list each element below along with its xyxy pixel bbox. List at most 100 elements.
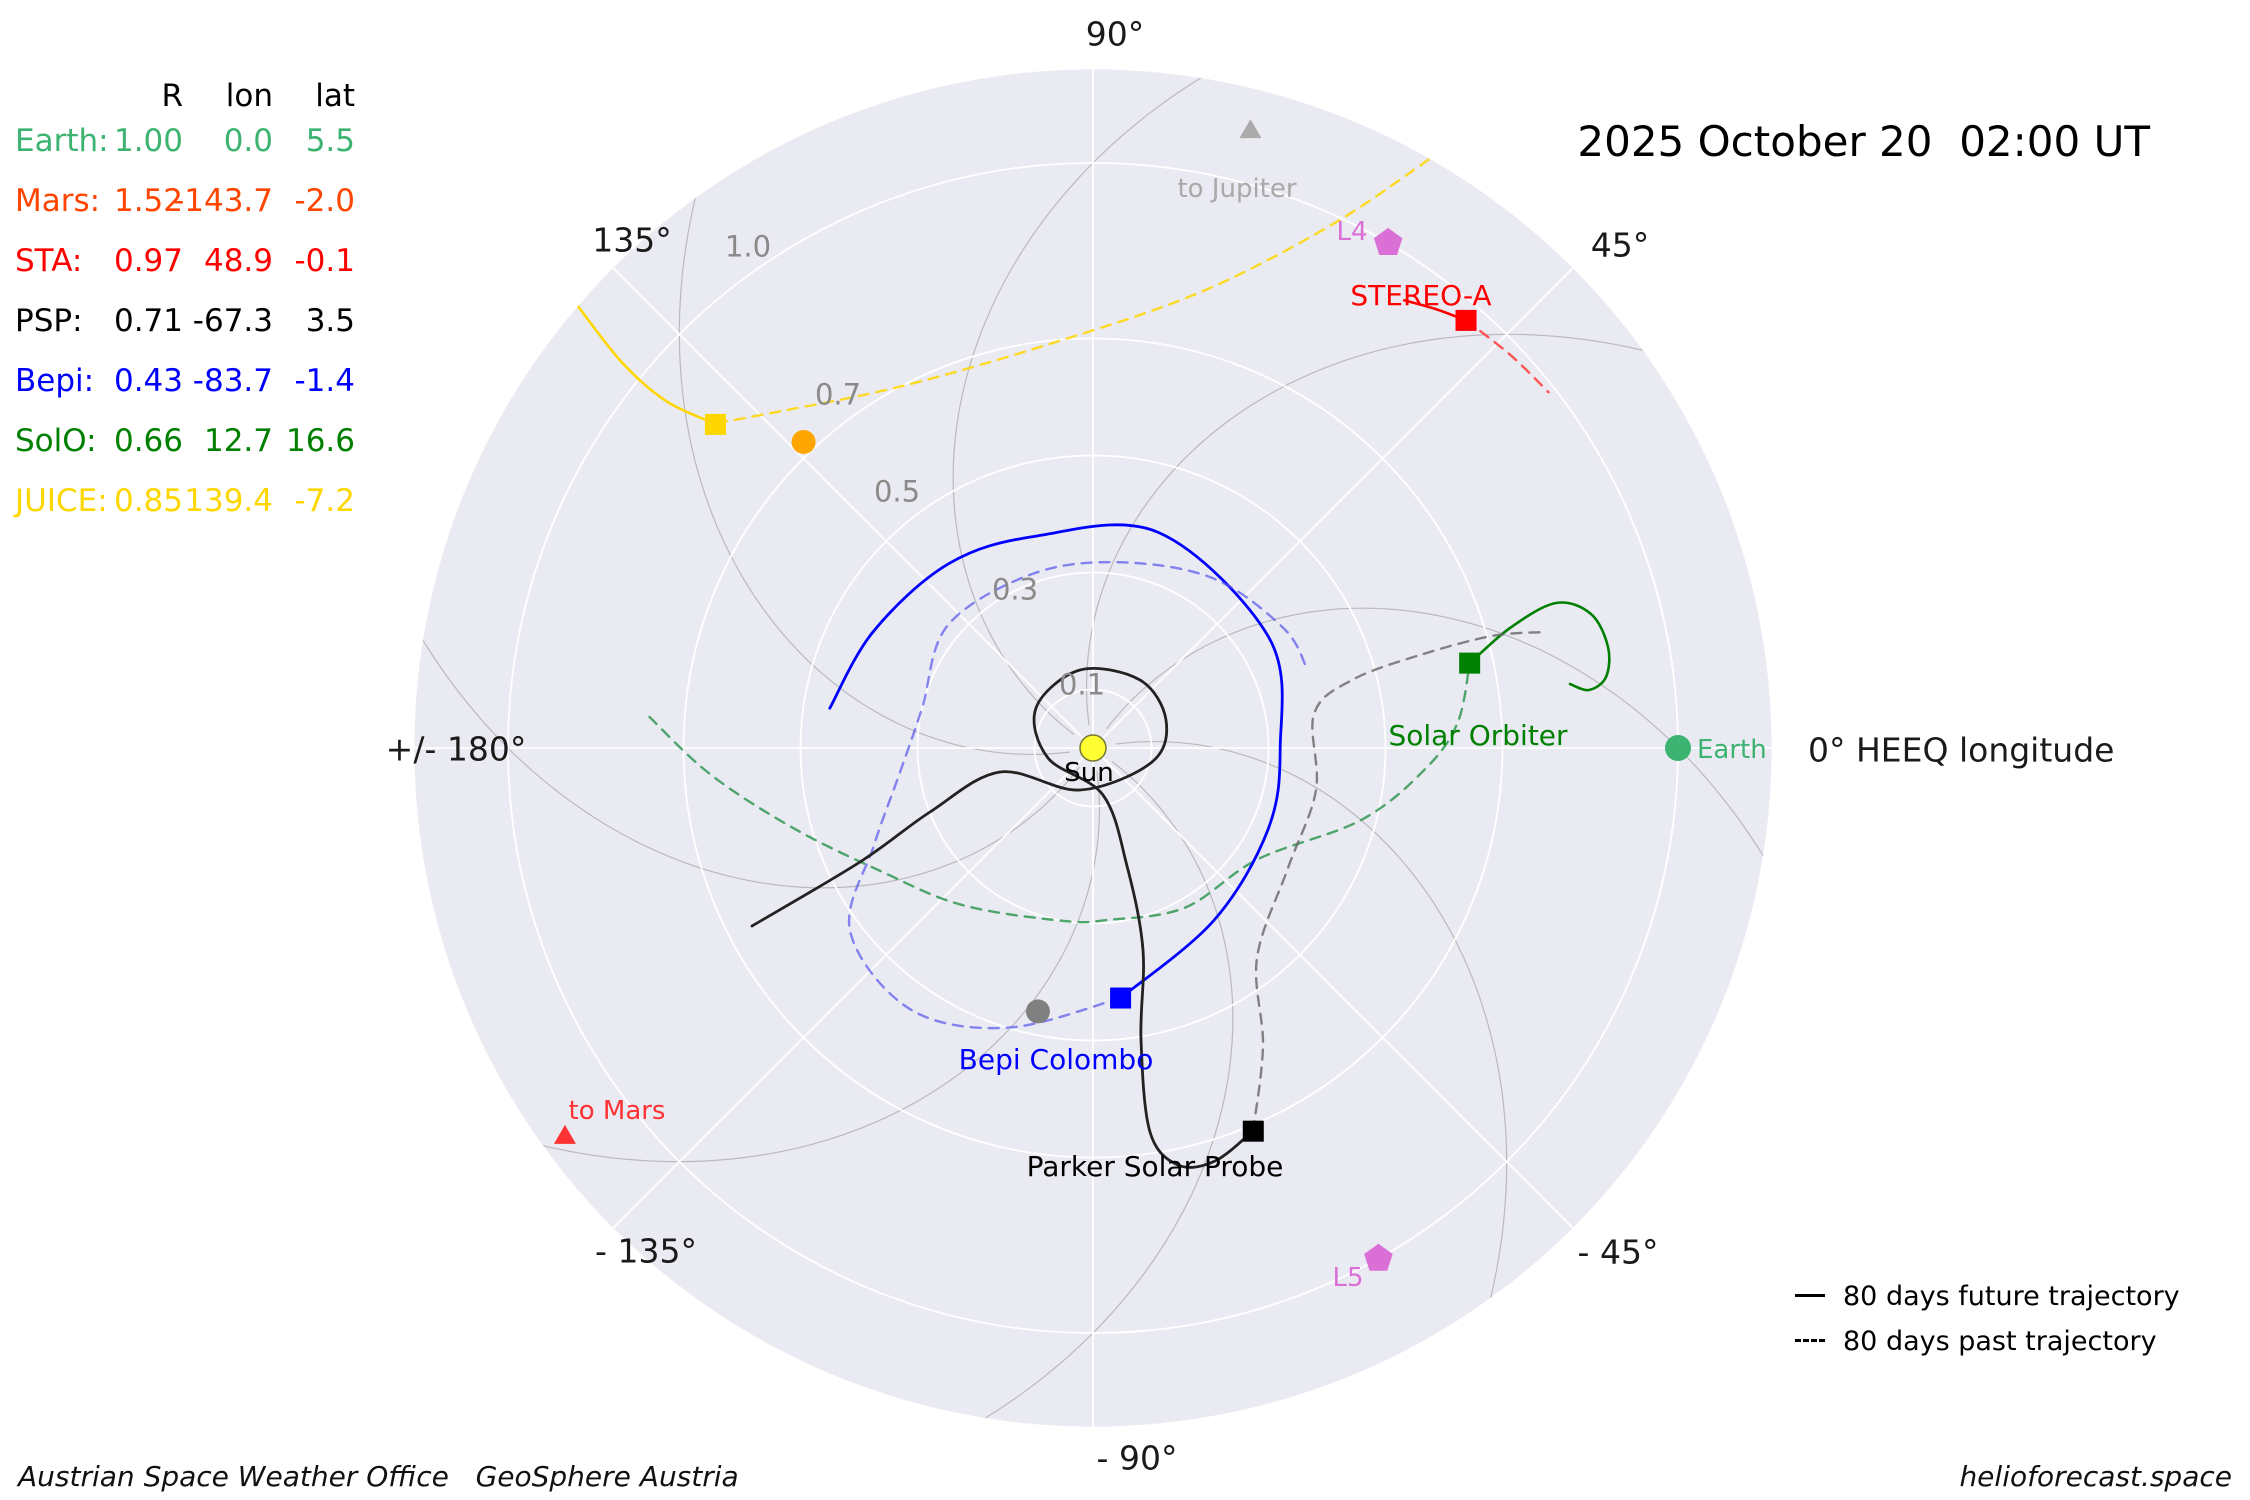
row-lon: 139.4 bbox=[184, 483, 273, 519]
angle-label-135: 135° bbox=[592, 220, 672, 260]
psp-marker bbox=[1242, 1120, 1264, 1142]
row-label: Mars: bbox=[15, 183, 101, 219]
row-lon: 12.7 bbox=[203, 423, 273, 459]
grid-spoke bbox=[1092, 267, 1574, 749]
footer-credit: Austrian Space Weather Office GeoSphere … bbox=[18, 1460, 739, 1493]
object-markers bbox=[553, 119, 1691, 1271]
rtick-0.7: 0.7 bbox=[814, 377, 862, 412]
angle-label-m135: - 135° bbox=[595, 1231, 697, 1271]
table-row-sta: STA: 0.97 48.9 -0.1 bbox=[15, 243, 355, 283]
table-row-earth: Earth: 1.00 0.0 5.5 bbox=[15, 123, 355, 163]
l5-marker bbox=[1364, 1243, 1393, 1271]
row-lon: -83.7 bbox=[192, 363, 273, 399]
row-lat: 5.5 bbox=[305, 123, 355, 159]
polar-grid bbox=[414, 69, 1772, 1427]
l4-label: L4 bbox=[1336, 217, 1368, 247]
to-jupiter-label: to Jupiter bbox=[1177, 174, 1297, 204]
parker-spiral bbox=[1116, 740, 1508, 1298]
row-label: STA: bbox=[15, 243, 83, 279]
row-r: 0.66 bbox=[113, 423, 183, 459]
legend-past-label: 80 days past trajectory bbox=[1843, 1326, 2157, 1357]
row-label: Earth: bbox=[15, 123, 109, 159]
legend-future-label: 80 days future trajectory bbox=[1843, 1281, 2180, 1312]
stereo-a-past-trajectory bbox=[1464, 319, 1550, 394]
table-header-row: R lon lat bbox=[15, 78, 355, 118]
grid-spoke bbox=[612, 267, 1094, 749]
row-lat: -1.4 bbox=[294, 363, 356, 399]
table-row-psp: PSP: 0.71 -67.3 3.5 bbox=[15, 303, 355, 343]
angle-label-m90: - 90° bbox=[1096, 1438, 1178, 1478]
parker-spiral bbox=[1106, 607, 1764, 856]
trajectories bbox=[577, 158, 1611, 1169]
bepi-colombo-label: Bepi Colombo bbox=[958, 1043, 1154, 1076]
parker-spiral bbox=[543, 771, 1101, 1163]
juice-future-trajectory bbox=[577, 305, 716, 425]
table-row-solo: SolO: 0.66 12.7 16.6 bbox=[15, 423, 355, 463]
juice-past-trajectory bbox=[712, 158, 1430, 425]
row-r: 0.97 bbox=[113, 243, 183, 279]
row-lon: -67.3 bbox=[192, 303, 273, 339]
bepi-future-trajectory bbox=[828, 523, 1284, 1000]
parker-spiral bbox=[952, 77, 1201, 735]
rtick-0.5: 0.5 bbox=[873, 474, 921, 509]
row-r: 0.71 bbox=[113, 303, 183, 339]
table-row-bepi: Bepi: 0.43 -83.7 -1.4 bbox=[15, 363, 355, 403]
row-r: 0.43 bbox=[113, 363, 183, 399]
row-lon: 0.0 bbox=[223, 123, 273, 159]
psp-future-trajectory bbox=[750, 667, 1255, 1169]
row-lon: -143.7 bbox=[173, 183, 273, 219]
col-header-lat: lat bbox=[315, 78, 355, 114]
footer-website: helioforecast.space bbox=[1959, 1460, 2232, 1493]
mercury-marker bbox=[1025, 999, 1050, 1024]
parker-spiral-lines bbox=[422, 77, 1764, 1419]
l4-marker bbox=[1373, 227, 1403, 255]
parker-solar-probe-label: Parker Solar Probe bbox=[1026, 1150, 1284, 1183]
stereo-a-label: STEREO-A bbox=[1350, 279, 1492, 312]
datetime-title: 2025 October 20 02:00 UT bbox=[1577, 117, 2150, 166]
juice-marker bbox=[704, 413, 726, 435]
solar-orbiter-label: Solar Orbiter bbox=[1388, 719, 1568, 752]
angle-label-180: +/- 180° bbox=[385, 729, 527, 769]
legend-row-past: 80 days past trajectory bbox=[1795, 1326, 2225, 1357]
earth-label: Earth bbox=[1697, 735, 1767, 765]
l5-label: L5 bbox=[1332, 1263, 1364, 1293]
row-lat: 16.6 bbox=[285, 423, 355, 459]
psp-past-trajectory bbox=[1251, 630, 1547, 1133]
col-header-R: R bbox=[161, 78, 183, 114]
col-header-lon: lon bbox=[225, 78, 273, 114]
row-r: 0.85 bbox=[113, 483, 183, 519]
to-mars-label: to Mars bbox=[568, 1096, 666, 1126]
table-row-juice: JUICE: 0.85 139.4 -7.2 bbox=[15, 483, 355, 523]
parker-spiral bbox=[985, 761, 1234, 1419]
solar-orbiter-future-trajectory bbox=[1468, 601, 1611, 692]
rtick-1.0: 1.0 bbox=[724, 229, 772, 264]
rtick-0.3: 0.3 bbox=[991, 572, 1039, 607]
parker-spiral bbox=[678, 198, 1070, 756]
row-r: 1.52 bbox=[113, 183, 183, 219]
sun-marker bbox=[1079, 734, 1107, 762]
stereo-a-marker bbox=[1455, 309, 1477, 331]
bepi-past-trajectory bbox=[847, 560, 1309, 1030]
angle-label-45: 45° bbox=[1590, 225, 1650, 265]
angle-label-90: 90° bbox=[1085, 14, 1145, 54]
solid-line-icon bbox=[1795, 1294, 1825, 1297]
solar-orbiter-marker bbox=[1459, 652, 1481, 674]
angle-label-m45: - 45° bbox=[1577, 1232, 1659, 1272]
legend-row-future: 80 days future trajectory bbox=[1795, 1281, 2225, 1312]
angle-label-0-heeq: 0° HEEQ longitude bbox=[1808, 730, 2115, 770]
row-label: Bepi: bbox=[15, 363, 95, 399]
parker-spiral bbox=[422, 640, 1080, 889]
earth-marker bbox=[1665, 735, 1691, 761]
row-lat: 3.5 bbox=[305, 303, 355, 339]
venus-marker bbox=[791, 429, 816, 454]
grid-spoke bbox=[1092, 747, 1574, 1229]
sun-label: Sun bbox=[1064, 758, 1114, 788]
row-label: JUICE: bbox=[15, 483, 108, 519]
row-label: PSP: bbox=[15, 303, 83, 339]
row-lat: -0.1 bbox=[294, 243, 356, 279]
row-lat: -2.0 bbox=[294, 183, 356, 219]
dashed-line-icon bbox=[1795, 1339, 1825, 1342]
row-lon: 48.9 bbox=[203, 243, 273, 279]
